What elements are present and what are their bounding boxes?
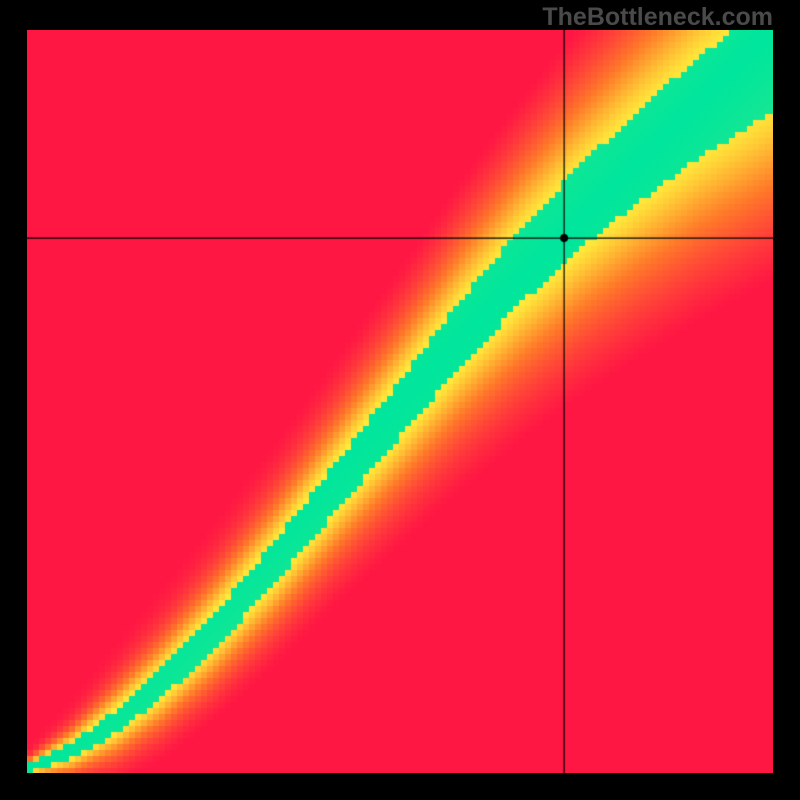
watermark-text: TheBottleneck.com — [542, 3, 773, 32]
crosshair-overlay — [27, 30, 773, 773]
